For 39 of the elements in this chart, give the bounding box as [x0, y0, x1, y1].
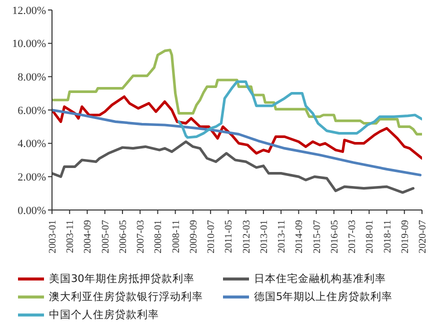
y-tick-label: 4.00% [18, 138, 46, 150]
x-tick-label: 2015-07 [312, 220, 323, 254]
x-tick-label: 2019-09 [400, 220, 411, 254]
x-tick-label: 2010-07 [206, 220, 218, 254]
x-tick-label: 2016-05 [329, 220, 340, 254]
y-tick-label: 2.00% [18, 172, 46, 184]
x-tick-label: 2018-11 [382, 220, 394, 253]
x-tick-label: 2020-07 [418, 220, 428, 254]
line-series [178, 80, 422, 139]
y-tick-label: 0.00% [18, 204, 46, 217]
x-tick-label: 2009-09 [188, 220, 200, 254]
x-tick-label: 2008-01 [153, 220, 164, 254]
x-tick-label: 2013-11 [276, 220, 288, 253]
legend-label: 澳大利亚住房贷款银行浮动利率 [49, 290, 203, 304]
y-tick-label: 8.00% [18, 72, 46, 84]
x-tick-label: 2003-01 [48, 220, 58, 254]
line-series [52, 140, 414, 194]
line-series [52, 108, 422, 176]
y-tick-label: 12.00% [12, 4, 46, 17]
x-tick-label: 2014-09 [294, 220, 306, 254]
x-tick-label: 2004-09 [82, 220, 94, 254]
legend-label: 美国30年期住房抵押贷款利率 [49, 272, 194, 286]
y-tick-label: 6.00% [18, 104, 46, 117]
legend-label: 日本住宅金融机构基准利率 [254, 272, 386, 286]
legend-label: 德国5年期以上住房贷款利率 [254, 290, 393, 304]
x-tick-label: 2017-03 [347, 220, 358, 254]
line-series [52, 48, 422, 136]
x-tick-label: 2018-01 [364, 220, 376, 254]
x-tick-label: 2003-11 [65, 220, 76, 253]
legend-label: 中国个人住房贷款利率 [49, 308, 159, 322]
x-tick-label: 2005-07 [100, 220, 112, 254]
y-tick-label: 10.00% [12, 38, 46, 50]
line-series [52, 95, 422, 160]
x-tick-label: 2011-05 [224, 220, 235, 253]
x-tick-label: 2013-01 [258, 220, 270, 254]
x-tick-label: 2007-03 [136, 220, 147, 254]
x-tick-label: 2012-03 [241, 220, 252, 254]
x-tick-label: 2008-11 [170, 220, 182, 253]
x-tick-label: 2006-05 [118, 220, 129, 254]
